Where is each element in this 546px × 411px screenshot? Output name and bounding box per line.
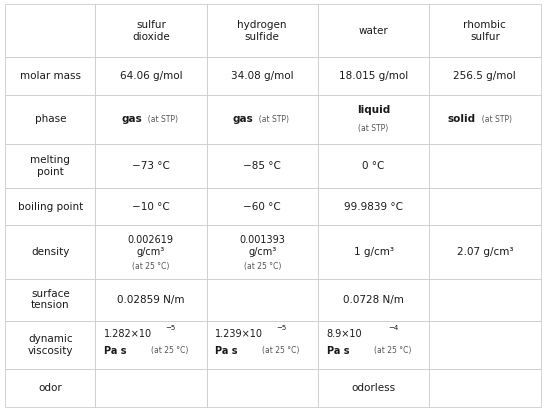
Bar <box>5 143 95 188</box>
Text: density: density <box>31 247 69 257</box>
Bar <box>429 225 541 279</box>
Bar <box>5 58 95 95</box>
Text: −4: −4 <box>388 326 398 331</box>
Text: liquid: liquid <box>357 106 390 115</box>
Bar <box>206 369 318 407</box>
Bar <box>318 369 429 407</box>
Text: 1.282×10: 1.282×10 <box>104 329 152 339</box>
Text: 99.9839 °C: 99.9839 °C <box>344 202 403 212</box>
Bar <box>95 58 206 95</box>
Bar <box>5 279 95 321</box>
Text: rhombic
sulfur: rhombic sulfur <box>464 20 506 42</box>
Bar <box>5 188 95 225</box>
Bar <box>318 143 429 188</box>
Bar <box>318 279 429 321</box>
Text: −5: −5 <box>277 326 287 331</box>
Text: 8.9×10: 8.9×10 <box>327 329 363 339</box>
Bar <box>318 225 429 279</box>
Text: (at 25 °C): (at 25 °C) <box>244 263 281 271</box>
Text: gas: gas <box>233 114 253 124</box>
Bar <box>429 188 541 225</box>
Text: (at STP): (at STP) <box>477 115 512 124</box>
Bar <box>206 4 318 58</box>
Text: g/cm³: g/cm³ <box>248 247 276 257</box>
Text: dynamic
viscosity: dynamic viscosity <box>28 334 73 356</box>
Text: 64.06 g/mol: 64.06 g/mol <box>120 71 182 81</box>
Text: Pa s: Pa s <box>327 346 349 356</box>
Bar <box>5 321 95 369</box>
Bar <box>95 4 206 58</box>
Bar <box>429 95 541 143</box>
Text: 0.001393: 0.001393 <box>239 235 285 245</box>
Bar <box>318 4 429 58</box>
Bar <box>95 188 206 225</box>
Text: 2.07 g/cm³: 2.07 g/cm³ <box>456 247 513 257</box>
Bar <box>206 95 318 143</box>
Text: Pa s: Pa s <box>216 346 238 356</box>
Text: −85 °C: −85 °C <box>244 161 281 171</box>
Bar <box>429 279 541 321</box>
Text: 1.239×10: 1.239×10 <box>216 329 264 339</box>
Bar <box>318 188 429 225</box>
Text: (at STP): (at STP) <box>358 124 389 132</box>
Bar <box>5 4 95 58</box>
Text: −10 °C: −10 °C <box>132 202 170 212</box>
Text: Pa s: Pa s <box>104 346 127 356</box>
Bar <box>206 225 318 279</box>
Text: 1 g/cm³: 1 g/cm³ <box>354 247 394 257</box>
Text: (at 25 °C): (at 25 °C) <box>262 346 300 356</box>
Bar <box>318 95 429 143</box>
Bar <box>318 58 429 95</box>
Text: 0 °C: 0 °C <box>363 161 385 171</box>
Bar <box>318 321 429 369</box>
Text: phase: phase <box>34 114 66 124</box>
Text: hydrogen
sulfide: hydrogen sulfide <box>238 20 287 42</box>
Text: 0.002619: 0.002619 <box>128 235 174 245</box>
Bar <box>95 95 206 143</box>
Bar <box>95 369 206 407</box>
Bar <box>429 4 541 58</box>
Text: water: water <box>359 26 388 36</box>
Bar <box>5 369 95 407</box>
Bar <box>206 321 318 369</box>
Text: 18.015 g/mol: 18.015 g/mol <box>339 71 408 81</box>
Text: melting
point: melting point <box>31 155 70 177</box>
Text: boiling point: boiling point <box>17 202 83 212</box>
Bar <box>95 279 206 321</box>
Text: 0.0728 N/m: 0.0728 N/m <box>343 295 404 305</box>
Bar <box>429 369 541 407</box>
Bar <box>95 321 206 369</box>
Bar <box>206 58 318 95</box>
Bar <box>5 95 95 143</box>
Text: gas: gas <box>121 114 142 124</box>
Text: (at 25 °C): (at 25 °C) <box>151 346 188 356</box>
Text: g/cm³: g/cm³ <box>136 247 165 257</box>
Bar <box>206 143 318 188</box>
Text: solid: solid <box>448 114 476 124</box>
Bar <box>95 225 206 279</box>
Text: −5: −5 <box>165 326 176 331</box>
Text: sulfur
dioxide: sulfur dioxide <box>132 20 170 42</box>
Text: (at STP): (at STP) <box>254 115 289 124</box>
Text: 0.02859 N/m: 0.02859 N/m <box>117 295 185 305</box>
Text: odor: odor <box>38 383 62 393</box>
Bar <box>5 225 95 279</box>
Text: −60 °C: −60 °C <box>244 202 281 212</box>
Text: (at STP): (at STP) <box>143 115 178 124</box>
Bar <box>206 279 318 321</box>
Bar <box>429 58 541 95</box>
Text: surface
tension: surface tension <box>31 289 70 310</box>
Text: (at 25 °C): (at 25 °C) <box>132 263 170 271</box>
Text: −73 °C: −73 °C <box>132 161 170 171</box>
Text: (at 25 °C): (at 25 °C) <box>373 346 411 356</box>
Bar <box>206 188 318 225</box>
Text: 256.5 g/mol: 256.5 g/mol <box>454 71 517 81</box>
Text: odorless: odorless <box>352 383 396 393</box>
Text: 34.08 g/mol: 34.08 g/mol <box>231 71 294 81</box>
Bar <box>429 143 541 188</box>
Bar <box>429 321 541 369</box>
Text: molar mass: molar mass <box>20 71 81 81</box>
Bar <box>95 143 206 188</box>
